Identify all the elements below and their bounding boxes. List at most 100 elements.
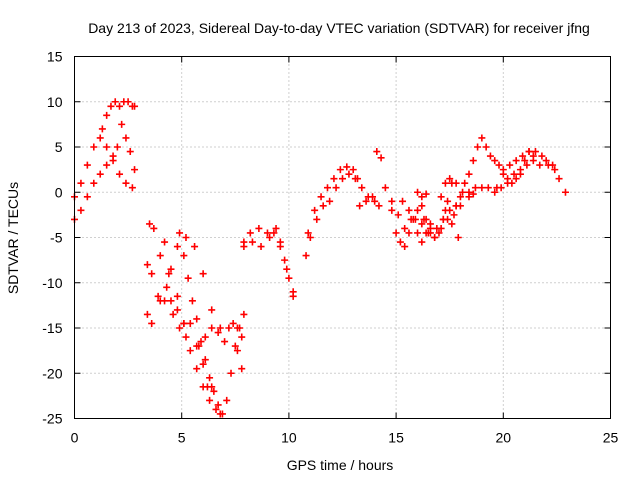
x-tick-label: 0 [71, 430, 79, 446]
data-point [538, 152, 546, 160]
data-point [302, 252, 310, 260]
data-point [454, 234, 462, 241]
data-point [508, 179, 516, 187]
data-point [229, 319, 237, 327]
data-point [103, 111, 111, 119]
series-track-10 [195, 319, 246, 350]
data-point [173, 243, 181, 251]
series-track-05 [143, 234, 224, 332]
data-point [506, 161, 514, 169]
series-track-15 [304, 163, 362, 237]
data-point [478, 134, 486, 142]
y-axis-label: SDTVAR / TECUs [5, 182, 21, 294]
data-point [167, 265, 175, 273]
y-tick-label: -10 [42, 275, 62, 291]
y-tick-label: -15 [42, 320, 62, 336]
data-point [206, 374, 214, 382]
data-point [272, 224, 280, 232]
data-point [401, 224, 409, 232]
data-point [128, 184, 136, 192]
data-point [446, 175, 454, 183]
data-point [418, 202, 426, 210]
grid [74, 56, 611, 419]
data-point [424, 229, 432, 237]
data-point [240, 310, 248, 318]
series-track-21 [414, 179, 456, 241]
data-point [306, 234, 314, 241]
data-point [358, 184, 366, 192]
data-point [276, 238, 284, 246]
data-point [371, 197, 379, 205]
x-tick-label: 25 [603, 430, 619, 446]
data-point [465, 170, 473, 178]
data-point [214, 329, 222, 337]
data-point [452, 202, 460, 210]
data-point [439, 215, 447, 223]
data-point [521, 157, 529, 165]
data-point [233, 324, 241, 332]
data-point [193, 315, 201, 323]
data-point [111, 98, 119, 106]
data-point [180, 319, 188, 327]
data-point [491, 188, 499, 196]
data-point [173, 292, 181, 300]
data-point [525, 148, 533, 156]
data-point [156, 252, 164, 260]
data-point [214, 401, 222, 409]
data-point [461, 179, 469, 187]
data-point [493, 184, 501, 192]
data-point [326, 197, 334, 205]
data-point [399, 197, 407, 205]
data-point [197, 338, 205, 346]
data-point [339, 175, 346, 183]
data-point [116, 170, 124, 178]
data-point [561, 188, 569, 196]
data-point [516, 170, 524, 178]
data-point [201, 333, 209, 341]
data-point [225, 324, 233, 332]
data-point [441, 179, 449, 187]
data-point [471, 184, 479, 192]
data-point [124, 98, 132, 106]
data-point [182, 234, 190, 241]
series-track-25 [452, 134, 537, 210]
data-point [83, 193, 91, 201]
data-point [354, 175, 362, 183]
data-point [199, 383, 207, 391]
data-point [283, 265, 291, 273]
x-tick-label: 15 [388, 430, 404, 446]
data-point [289, 292, 297, 300]
data-point [176, 229, 184, 237]
data-point [319, 202, 327, 210]
data-point [216, 324, 224, 332]
data-point [482, 143, 490, 151]
data-point [240, 238, 248, 246]
data-point [418, 238, 426, 246]
y-tick-label: -25 [42, 411, 62, 427]
data-point [150, 224, 158, 232]
data-point [422, 190, 430, 198]
data-point [452, 179, 460, 187]
data-point [208, 306, 216, 314]
data-point [311, 206, 319, 214]
data-point [499, 170, 507, 178]
series-track-01 [71, 134, 136, 201]
data-point [435, 229, 443, 237]
y-tick-label: 15 [47, 49, 63, 65]
data-point [544, 161, 552, 169]
data-point [349, 166, 357, 174]
data-point [255, 224, 263, 232]
data-point [176, 324, 184, 332]
data-point [103, 161, 111, 169]
data-point [212, 405, 220, 413]
y-tick-label: -5 [50, 230, 63, 246]
data-point [484, 184, 492, 192]
data-point [116, 102, 124, 110]
data-point [356, 202, 364, 210]
data-point [98, 125, 106, 133]
data-point [459, 188, 467, 196]
data-point [512, 157, 520, 165]
data-point [362, 197, 370, 205]
data-point [231, 342, 239, 350]
